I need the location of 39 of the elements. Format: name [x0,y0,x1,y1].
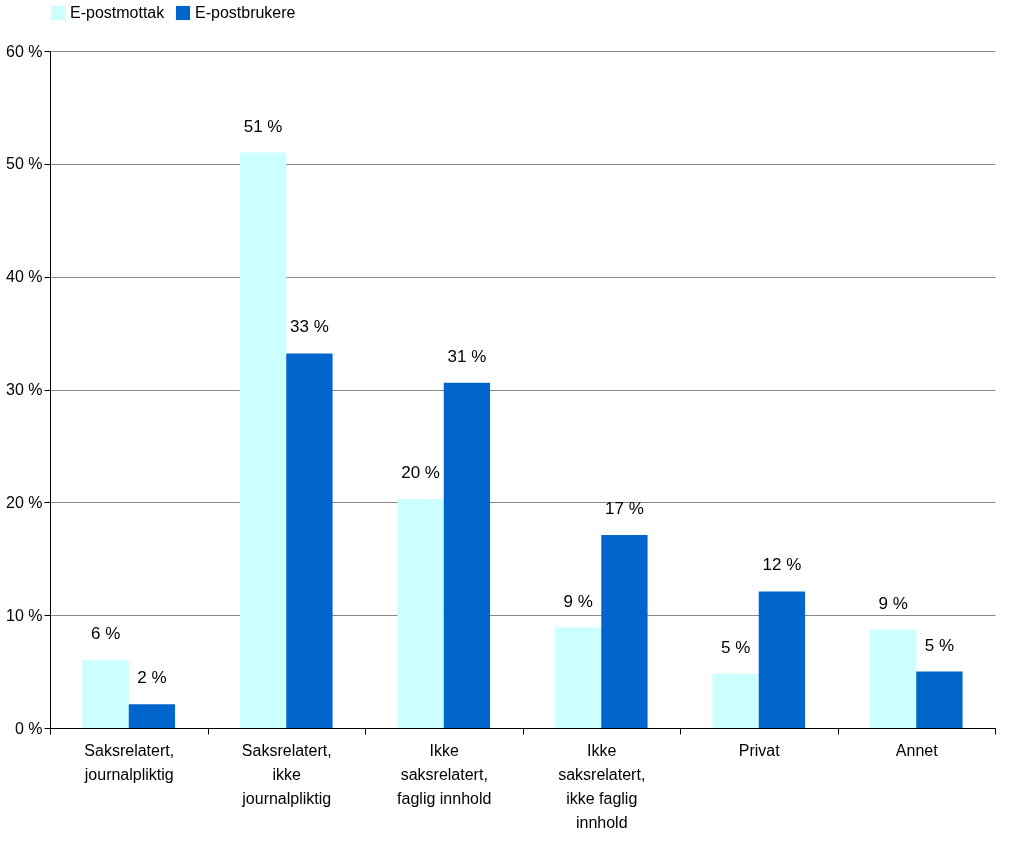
bar [916,671,963,728]
data-label: 9 % [563,591,593,611]
y-tick-label: 0 % [14,719,43,737]
y-tick-label: 30 % [6,381,43,398]
bar [869,629,917,728]
y-tick-label: 60 % [6,42,43,60]
data-label: 31 % [447,346,487,366]
bar [82,660,129,728]
data-label: 12 % [762,555,802,575]
bar [712,673,759,728]
data-label: 20 % [401,462,440,482]
data-label: 2 % [137,668,167,688]
legend-label: E-postmottak [70,4,166,21]
y-tick-label: 40 % [6,268,43,286]
y-tick-label: 10 % [6,606,43,624]
bar [128,704,176,728]
data-label: 6 % [90,624,121,644]
x-tick-label: Privat [738,741,781,759]
legend-label: E-postbrukere [195,4,296,21]
data-label: 5 % [720,637,751,657]
bar [601,535,648,728]
bar [554,627,602,728]
x-tick-label: Ikke saksrelatert, faglig innhold [397,741,492,807]
bar [397,498,444,728]
bar [443,382,491,728]
x-tick-label: Saksrelatert, journalpliktig [83,741,175,783]
bar [286,353,333,728]
data-label: 9 % [878,593,908,613]
bar [239,152,287,728]
y-tick-label: 50 % [6,155,43,173]
data-label: 33 % [290,317,329,337]
y-tick-label: 20 % [6,493,43,511]
x-tick-label: Ikke saksrelatert, ikke faglig innhold [558,741,646,831]
x-tick-label: Annet [895,741,939,759]
data-label: 51 % [243,116,283,136]
x-tick-label: Saksrelatert, ikke journalpliktig [241,741,332,807]
data-label: 17 % [605,499,644,519]
data-label: 5 % [924,635,955,655]
bar [758,591,806,728]
